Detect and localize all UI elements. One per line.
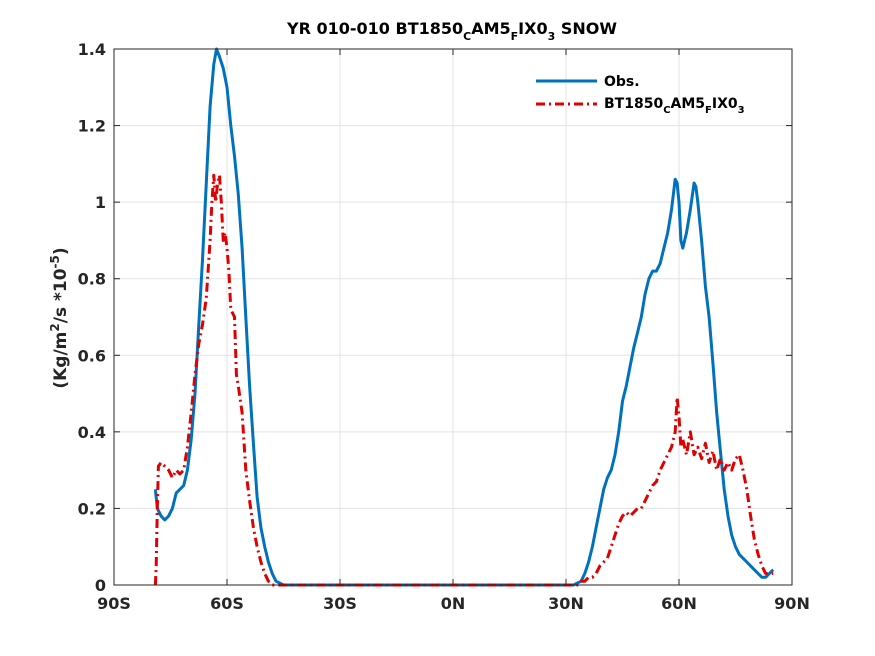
x-tick-label: 30N	[548, 594, 584, 613]
y-tick-label: 0.8	[78, 270, 106, 289]
legend: Obs. BT1850CAM5FIX03	[536, 74, 745, 116]
series-line-obs	[153, 47, 775, 587]
series-group	[153, 47, 775, 587]
x-tick-label: 30S	[323, 594, 357, 613]
chart-title: YR 010-010 BT1850CAM5FIX03 SNOW	[286, 19, 617, 43]
x-tick-label: 60N	[661, 594, 697, 613]
y-tick-label: 0.6	[78, 346, 106, 365]
y-tick-labels: 0 0.2 0.4 0.6 0.8 1 1.2 1.4	[78, 40, 106, 595]
y-axis-label: (Kg/m2/s *10-5)	[48, 247, 71, 388]
y-tick-label: 0.2	[78, 499, 106, 518]
x-tick-label: 60S	[210, 594, 244, 613]
y-tick-label: 1.4	[78, 40, 106, 59]
x-tick-label: 0N	[441, 594, 466, 613]
x-tick-label: 90S	[97, 594, 131, 613]
y-tick-label: 0	[95, 576, 106, 595]
y-tick-label: 0.4	[78, 423, 106, 442]
legend-label-obs: Obs.	[604, 74, 640, 90]
y-tick-label: 1.2	[78, 117, 106, 136]
y-tick-label: 1	[95, 193, 106, 212]
series-line-model	[153, 173, 774, 587]
ticks	[113, 48, 793, 586]
x-tick-label: 90N	[774, 594, 810, 613]
x-tick-labels: 90S 60S 30S 0N 30N 60N 90N	[97, 594, 810, 613]
legend-label-model: BT1850CAM5FIX03	[604, 96, 745, 116]
